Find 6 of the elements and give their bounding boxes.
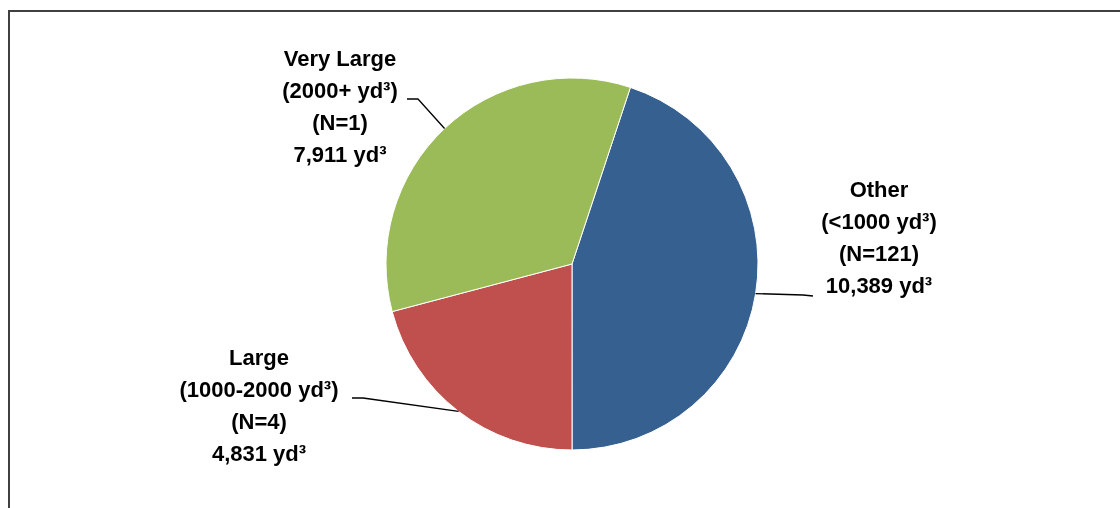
slice-label: Other (<1000 yd³) (N=121) xyxy=(821,177,937,266)
data-label: 7,911 yd³ xyxy=(293,142,387,167)
data-label: 10,389 yd³ xyxy=(825,273,933,298)
slice-label: Large (1000-2000 yd³) (N=4) xyxy=(179,345,339,434)
data-label: 4,831 yd³ xyxy=(211,441,307,466)
slice-label: Very Large (2000+ yd³) (N=1) xyxy=(282,46,398,135)
